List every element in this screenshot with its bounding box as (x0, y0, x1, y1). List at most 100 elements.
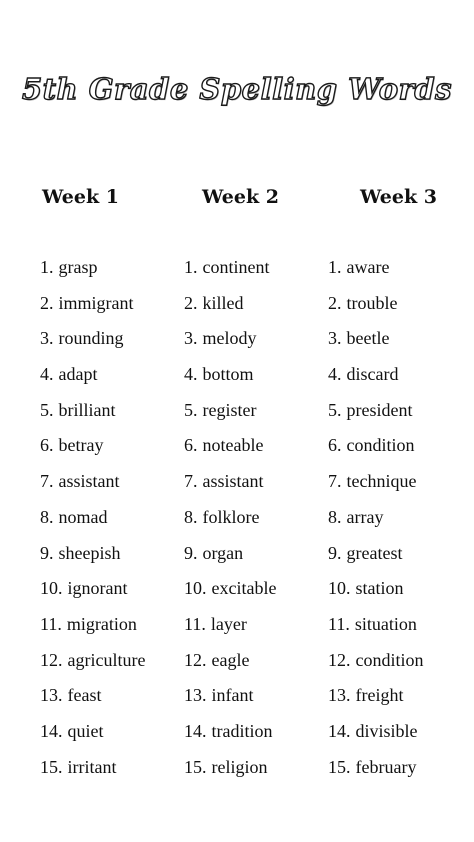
page-title: 5th Grade Spelling Words (21, 71, 453, 106)
word-number: 15. (184, 756, 207, 777)
spelling-word-item: 9. greatest (328, 536, 437, 572)
spelling-word: adapt (58, 364, 98, 385)
spelling-word: continent (202, 257, 270, 277)
spelling-word-item: 4. discard (328, 357, 437, 393)
spelling-word-item: 8. array (328, 500, 437, 536)
spelling-word: irritant (67, 756, 117, 777)
spelling-word-item: 7. technique (328, 464, 437, 500)
spelling-word-item: 10. station (328, 571, 437, 607)
spelling-word-item: 3. melody (184, 321, 279, 357)
week-3-column: Week 3 1. aware 2. trouble 3. beetle 4. discard… (328, 184, 437, 785)
spelling-word: situation (354, 613, 417, 634)
spelling-word-item: 12. condition (328, 643, 437, 679)
spelling-word: feast (67, 685, 102, 706)
spelling-word-item: 12. eagle (184, 643, 279, 679)
spelling-word-item: 1. grasp (40, 250, 145, 286)
word-number: 12. (184, 649, 207, 670)
spelling-word: excitable (211, 578, 277, 599)
spelling-word: religion (211, 756, 268, 777)
spelling-word-item: 11. migration (40, 607, 145, 643)
spelling-word-item: 13. infant (184, 678, 279, 714)
spelling-word: nomad (58, 506, 108, 527)
word-number: 11. (40, 613, 62, 634)
spelling-word: register (202, 399, 257, 420)
spelling-word-item: 13. feast (40, 678, 145, 714)
word-number: 9. (184, 542, 198, 563)
word-number: 10. (328, 578, 351, 599)
word-number: 13. (184, 685, 207, 706)
week-1-column: Week 1 1. grasp 2. immigrant 3. rounding 4. ada… (40, 184, 145, 785)
word-number: 8. (40, 506, 54, 527)
spelling-word-item: 8. folklore (184, 500, 279, 536)
word-number: 15. (328, 756, 351, 777)
spelling-word: grasp (58, 257, 98, 277)
word-number: 3. (40, 328, 54, 349)
word-number: 4. (328, 364, 342, 385)
spelling-word: condition (355, 649, 424, 670)
week-1-word-list: 1. grasp 2. immigrant 3. rounding 4. adapt 5. bri… (40, 250, 145, 785)
spelling-word: organ (202, 542, 244, 563)
spelling-word: tradition (211, 720, 273, 741)
week-2-header: Week 2 (202, 186, 279, 208)
spelling-word-item: 6. condition (328, 428, 437, 464)
word-number: 10. (40, 578, 63, 599)
spelling-word: sheepish (58, 542, 121, 563)
spelling-word-item: 11. layer (184, 607, 279, 643)
spelling-word: aware (346, 257, 390, 277)
word-number: 13. (40, 685, 63, 706)
spelling-word: assistant (202, 471, 264, 492)
spelling-word-item: 12. agriculture (40, 643, 145, 679)
spelling-word: rounding (58, 328, 124, 349)
spelling-word-item: 10. excitable (184, 571, 279, 607)
spelling-word: folklore (202, 506, 260, 527)
spelling-word: beetle (346, 328, 390, 349)
week-3-word-list: 1. aware 2. trouble 3. beetle 4. discard 5. presi… (328, 250, 437, 785)
word-number: 5. (184, 399, 198, 420)
spelling-word-item: 2. trouble (328, 286, 437, 322)
word-number: 9. (40, 542, 54, 563)
spelling-word: migration (66, 613, 137, 634)
word-number: 12. (328, 649, 351, 670)
spelling-word-item: 3. beetle (328, 321, 437, 357)
word-number: 12. (40, 649, 63, 670)
spelling-word: layer (210, 613, 247, 634)
spelling-word: discard (346, 364, 399, 385)
word-number: 7. (40, 471, 54, 492)
word-number: 8. (184, 506, 198, 527)
word-number: 13. (328, 685, 351, 706)
spelling-word-item: 14. tradition (184, 714, 279, 750)
spelling-word-item: 5. president (328, 393, 437, 429)
spelling-word: bottom (202, 364, 254, 385)
spelling-word: brilliant (58, 399, 116, 420)
word-number: 1. (184, 257, 198, 277)
spelling-word-item: 15. religion (184, 750, 279, 786)
spelling-word-item: 1. aware (328, 250, 437, 286)
word-number: 9. (328, 542, 342, 563)
word-number: 14. (328, 720, 351, 741)
spelling-word: noteable (202, 435, 264, 456)
spelling-word-item: 4. bottom (184, 357, 279, 393)
spelling-word: divisible (355, 720, 418, 741)
spelling-word-item: 5. register (184, 393, 279, 429)
word-number: 3. (184, 328, 198, 349)
word-number: 4. (40, 364, 54, 385)
word-number: 2. (40, 292, 54, 313)
spelling-word: condition (346, 435, 415, 456)
spelling-word-item: 15. irritant (40, 750, 145, 786)
word-number: 2. (328, 292, 342, 313)
spelling-word-item: 14. quiet (40, 714, 145, 750)
word-number: 5. (40, 399, 54, 420)
spelling-word: president (346, 399, 413, 420)
spelling-word: assistant (58, 471, 120, 492)
word-number: 6. (40, 435, 54, 456)
word-number: 4. (184, 364, 198, 385)
word-number: 6. (184, 435, 198, 456)
word-number: 11. (328, 613, 350, 634)
week-2-column: Week 2 1. continent 2. killed 3. melody 4. bott… (184, 184, 279, 785)
spelling-word-item: 3. rounding (40, 321, 145, 357)
week-1-header: Week 1 (42, 186, 119, 208)
spelling-word-item: 14. divisible (328, 714, 437, 750)
spelling-word: killed (202, 292, 244, 313)
spelling-word-item: 15. february (328, 750, 437, 786)
spelling-word: february (355, 756, 417, 777)
